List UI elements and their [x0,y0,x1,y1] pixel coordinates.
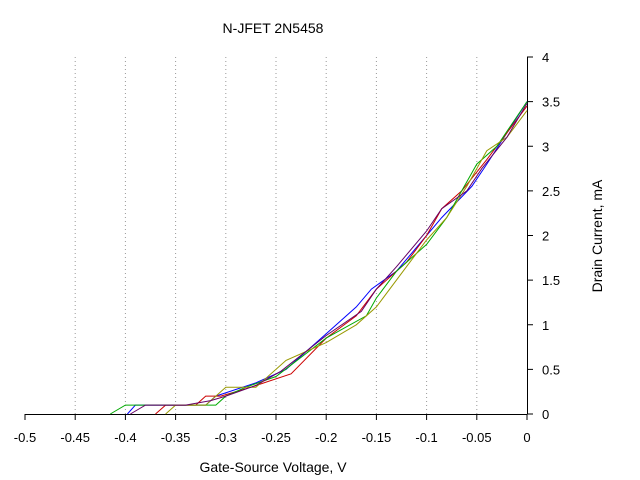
axes [25,57,528,415]
y-tick-label: 1 [542,318,549,333]
y-axis-label: Drain Current, mA [589,179,605,292]
x-tick-label: -0.2 [315,430,337,445]
y-axis-ticks: 0 0.5 1 1.5 2 2.5 3 3.5 4 [527,50,560,422]
series-line-4 [165,110,528,415]
series-line-2 [155,105,528,415]
x-tick-label: 0 [523,430,530,445]
y-tick-label: 3 [542,139,549,154]
x-tick-label: -0.5 [14,430,36,445]
y-tick-label: 2.5 [542,184,560,199]
y-tick-label: 1.5 [542,273,560,288]
x-tick-label: -0.4 [114,430,136,445]
x-tick-label: -0.3 [215,430,237,445]
series-line-5 [130,103,528,415]
y-tick-label: 2 [542,229,549,244]
series-line-1 [127,101,528,415]
x-tick-label: -0.35 [161,430,191,445]
series-line-3 [110,101,528,415]
x-axis-ticks: -0.5 -0.45 -0.4 -0.35 -0.3 -0.25 -0.2 -0.15 -0.1… [14,414,531,445]
y-tick-label: 0 [542,407,549,422]
x-tick-label: -0.05 [462,430,492,445]
chart-title: N-JFET 2N5458 [223,20,324,36]
x-tick-label: -0.25 [261,430,291,445]
y-tick-label: 3.5 [542,95,560,110]
x-tick-label: -0.45 [60,430,90,445]
y-tick-label: 4 [542,50,549,65]
x-tick-label: -0.1 [415,430,437,445]
grid-lines [74,57,478,414]
x-tick-label: -0.15 [362,430,392,445]
y-tick-label: 0.5 [542,362,560,377]
x-axis-label: Gate-Source Voltage, V [199,459,347,475]
series-group [110,101,528,415]
